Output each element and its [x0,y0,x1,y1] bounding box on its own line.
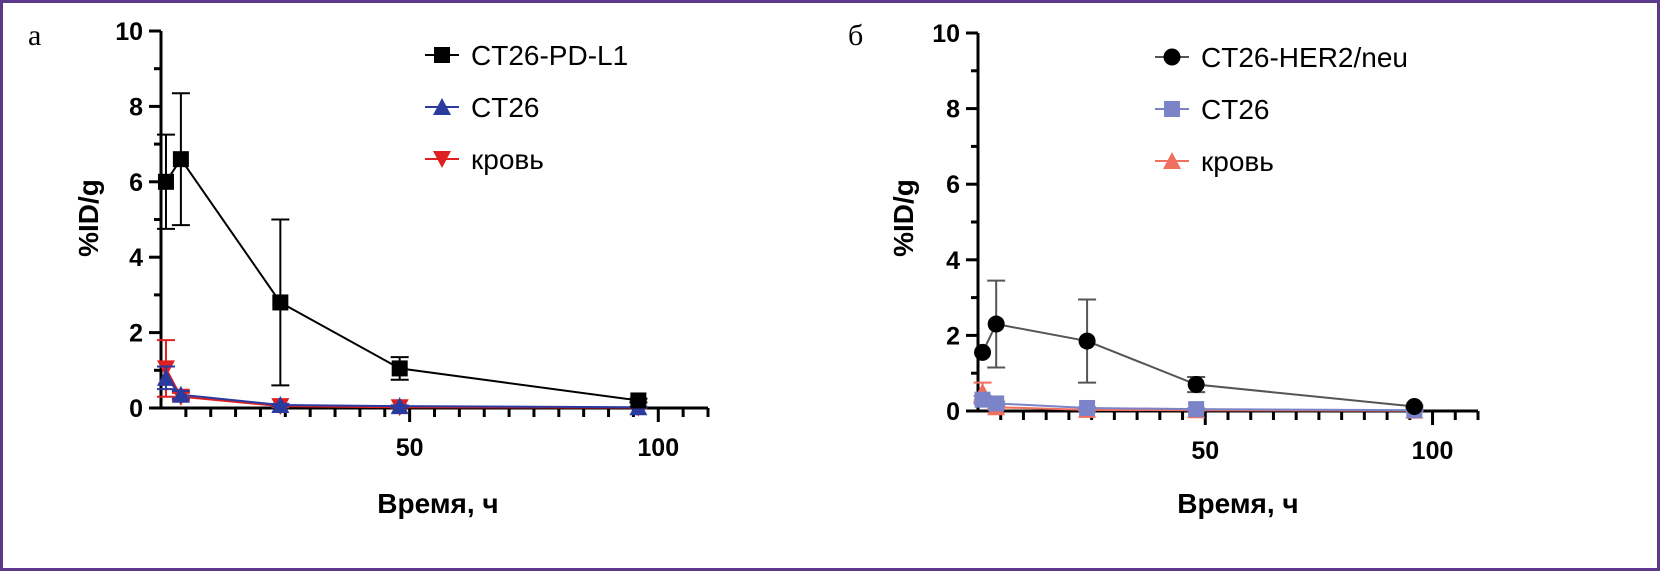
y-tick-label-a: 8 [129,93,143,121]
y-axis-title-b: %ID/g [888,179,919,257]
y-tick-label-b: 2 [946,322,960,350]
legend-marker-a-1 [433,98,451,115]
legend-marker-a-2 [433,151,451,168]
data-point-a-0 [157,173,174,190]
y-tick-label-b: 8 [946,96,960,124]
data-point-a-1 [156,368,175,386]
legend-b: CT26-HER2/neu CT26 кровь [1155,42,1408,177]
x-axis-title-a: Время, ч [377,488,498,519]
legend-marker-b-0 [1163,48,1181,66]
legend-label-b-2: кровь [1201,146,1274,177]
data-point-b-0 [974,343,992,361]
data-point-a-0 [391,360,408,377]
y-tick-label-a: 4 [129,244,143,272]
legend-label-b-0: CT26-HER2/neu [1201,42,1408,73]
chart-panel-b: б %ID/g Время, ч 0 2 4 6 8 10 50 100 CT26-HER2/… [848,19,1480,519]
plot-area-b [973,279,1424,419]
data-point-a-1 [390,397,409,415]
y-tick-label-b: 6 [946,171,960,199]
data-point-a-0 [272,294,289,311]
data-point-b-0 [1078,332,1096,350]
data-point-b-1 [1079,399,1096,416]
legend-label-b-1: CT26 [1201,94,1269,125]
series-a-0 [156,92,648,409]
x-tick-label-a: 50 [396,434,424,462]
x-tick-label-a: 100 [637,434,679,462]
x-axis-title-b: Время, ч [1177,488,1298,519]
data-point-b-1 [988,395,1005,412]
data-point-b-1 [1188,401,1205,418]
legend-label-a-1: CT26 [471,92,539,123]
panel-label-b: б [848,19,863,52]
legend-marker-b-1 [1164,101,1180,117]
x-tick-label-b: 100 [1412,437,1454,465]
plot-area-a [156,92,648,417]
y-tick-label-a: 6 [129,169,143,197]
data-point-a-0 [172,151,189,168]
y-tick-label-a: 2 [129,320,143,348]
y-tick-label-b: 10 [932,20,960,48]
legend-a: CT26-PD-L1 CT26 кровь [425,40,628,175]
axes-a: 0 2 4 6 8 10 50 100 [115,18,710,462]
series-b-1 [973,391,1424,419]
y-tick-label-a: 10 [115,18,143,46]
legend-label-a-2: кровь [471,144,544,175]
x-tick-label-b: 50 [1191,437,1219,465]
data-point-b-1 [974,391,991,408]
legend-label-a-0: CT26-PD-L1 [471,40,628,71]
data-point-b-0 [1405,397,1423,415]
series-line-b-0 [981,322,1415,408]
data-point-a-0 [630,392,647,409]
y-axis-title-a: %ID/g [73,179,104,257]
data-point-a-1 [271,395,290,413]
axes-b: 0 2 4 6 8 10 50 100 [932,20,1480,465]
legend-marker-a-0 [434,47,450,63]
legend-marker-b-2 [1163,152,1181,169]
data-point-a-1 [171,385,190,403]
y-tick-label-b: 4 [946,247,960,275]
y-tick-label-b: 0 [946,398,960,426]
y-tick-label-a: 0 [129,395,143,423]
panel-label-a: а [28,19,41,52]
series-b-0 [974,279,1424,415]
chart-panel-a: а %ID/g Время, ч 0 2 4 6 8 10 50 100 CT26-PD-L1… [28,18,710,519]
data-point-b-0 [987,315,1005,333]
data-point-b-0 [1187,376,1205,394]
